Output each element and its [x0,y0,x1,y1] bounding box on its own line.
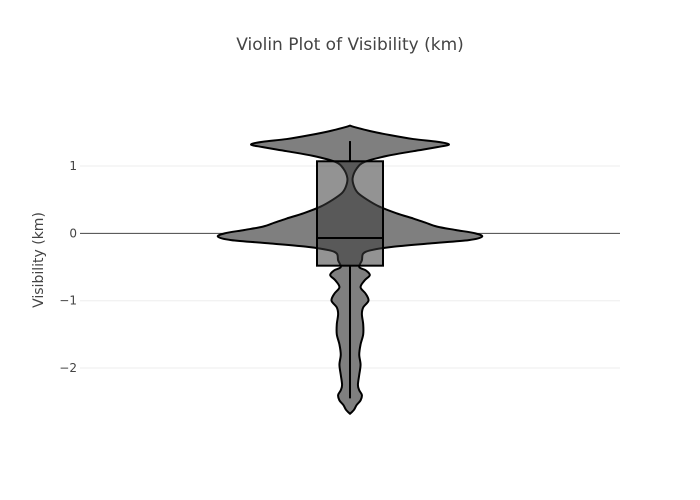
y-tick-labels: 1 0 −1 −2 [59,159,77,375]
y-axis-label: Visibility (km) [31,212,47,308]
y-tick-label: 1 [69,159,77,173]
chart-title: Violin Plot of Visibility (km) [236,35,464,55]
y-tick-label: 0 [69,226,77,240]
violin-series [216,124,484,415]
y-tick-label: −2 [59,361,77,375]
y-tick-label: −1 [59,294,77,308]
box-iqr [316,160,384,267]
